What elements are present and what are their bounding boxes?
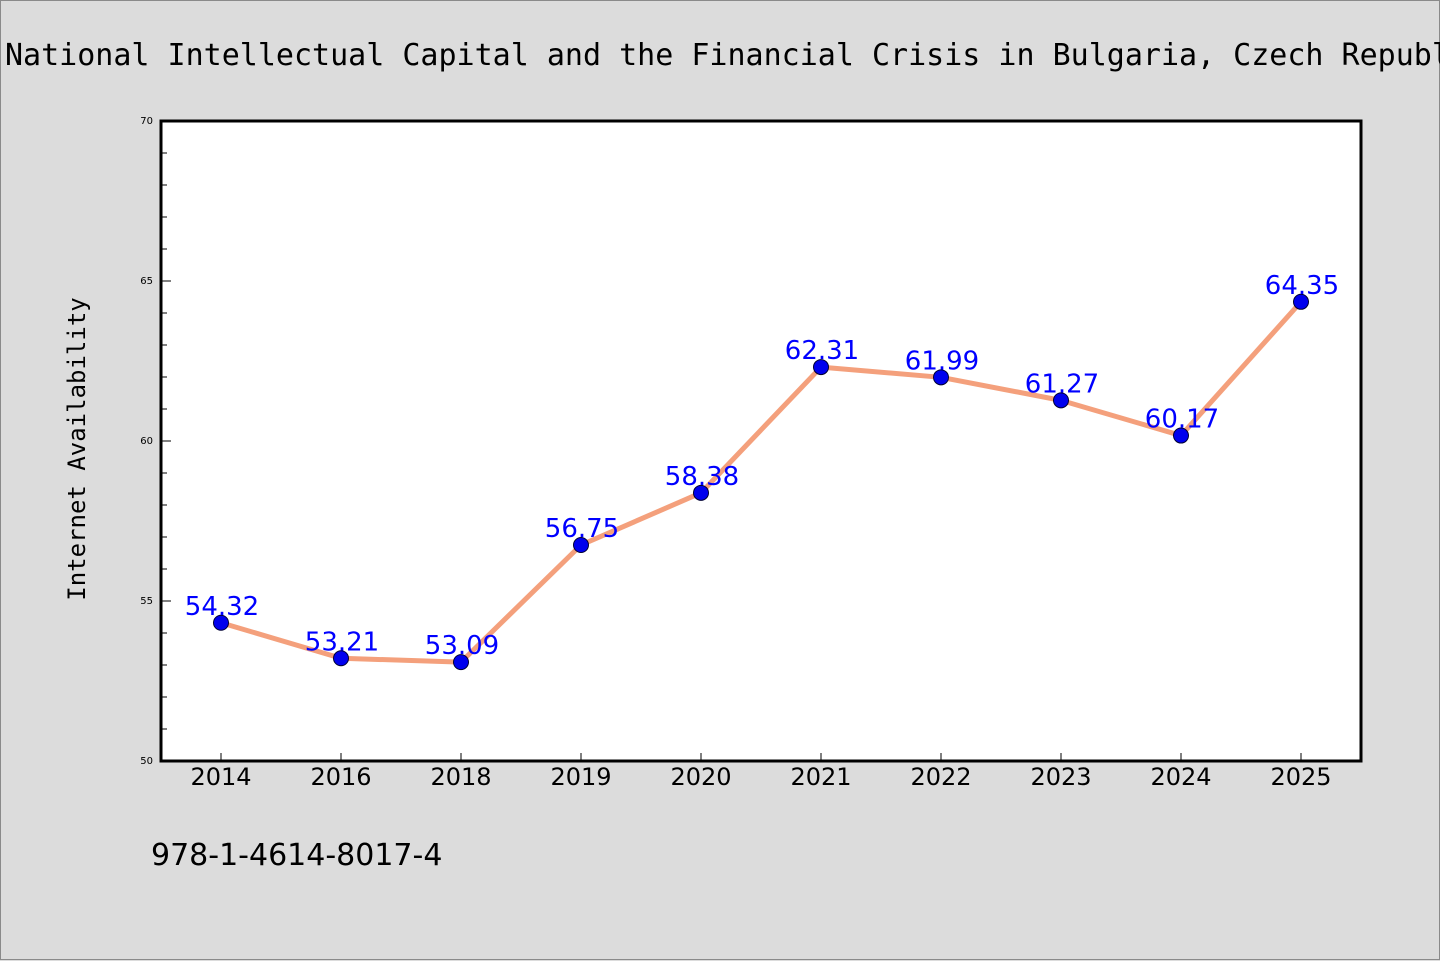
- series-line: [218, 299, 1304, 665]
- x-tick-label: 2016: [310, 763, 371, 791]
- data-label: 60.17: [1145, 405, 1219, 435]
- data-point[interactable]: [453, 654, 469, 671]
- data-point[interactable]: [1293, 293, 1309, 310]
- y-tick-label: 65: [140, 276, 153, 287]
- series-layer: 54.32 53.21 53.09 56.75 58.38 62.31 61.99 61.27…: [185, 271, 1339, 671]
- data-point[interactable]: [1173, 427, 1189, 444]
- data-label: 61.27: [1025, 369, 1099, 399]
- y-tick-label: 70: [140, 116, 153, 127]
- x-tick-label: 2022: [910, 763, 971, 791]
- data-point[interactable]: [213, 614, 229, 631]
- chart-title: National Intellectual Capital and the Fi…: [5, 38, 1440, 73]
- data-label: 53.09: [425, 631, 499, 661]
- x-tick-label: 2023: [1030, 763, 1091, 791]
- y-axis: 50 55 60 65 70: [140, 116, 171, 767]
- data-point[interactable]: [573, 537, 589, 553]
- data-point[interactable]: [333, 650, 349, 667]
- data-point[interactable]: [933, 369, 949, 386]
- x-tick-label: 2024: [1150, 763, 1211, 791]
- x-tick-label: 2025: [1270, 763, 1331, 791]
- data-label: 64.35: [1265, 271, 1339, 301]
- plot-area: [159, 119, 1363, 763]
- x-tick-label: 2018: [430, 763, 491, 791]
- data-point[interactable]: [813, 359, 829, 376]
- data-label: 53.21: [305, 627, 379, 657]
- x-axis: 2014 2016 2018 2019 2020 2021 2022 2023 2024 2025: [190, 753, 1332, 791]
- data-label: 62.31: [785, 336, 859, 366]
- y-tick-label: 50: [140, 756, 153, 767]
- data-point[interactable]: [1053, 392, 1069, 409]
- data-label: 58.38: [665, 462, 739, 492]
- data-label: 61.99: [905, 346, 979, 376]
- y-axis-label: Internet Availability: [63, 297, 91, 600]
- data-label: 54.32: [185, 592, 259, 622]
- data-point[interactable]: [693, 484, 709, 501]
- x-tick-label: 2021: [790, 763, 851, 791]
- y-tick-label: 60: [140, 436, 153, 447]
- x-tick-label: 2020: [670, 763, 731, 791]
- x-tick-label: 2014: [190, 763, 251, 791]
- x-tick-label: 2019: [550, 763, 611, 791]
- data-label: 56.75: [545, 514, 619, 544]
- y-tick-label: 55: [140, 596, 153, 607]
- footer-isbn: 978-1-4614-8017-4: [151, 838, 442, 873]
